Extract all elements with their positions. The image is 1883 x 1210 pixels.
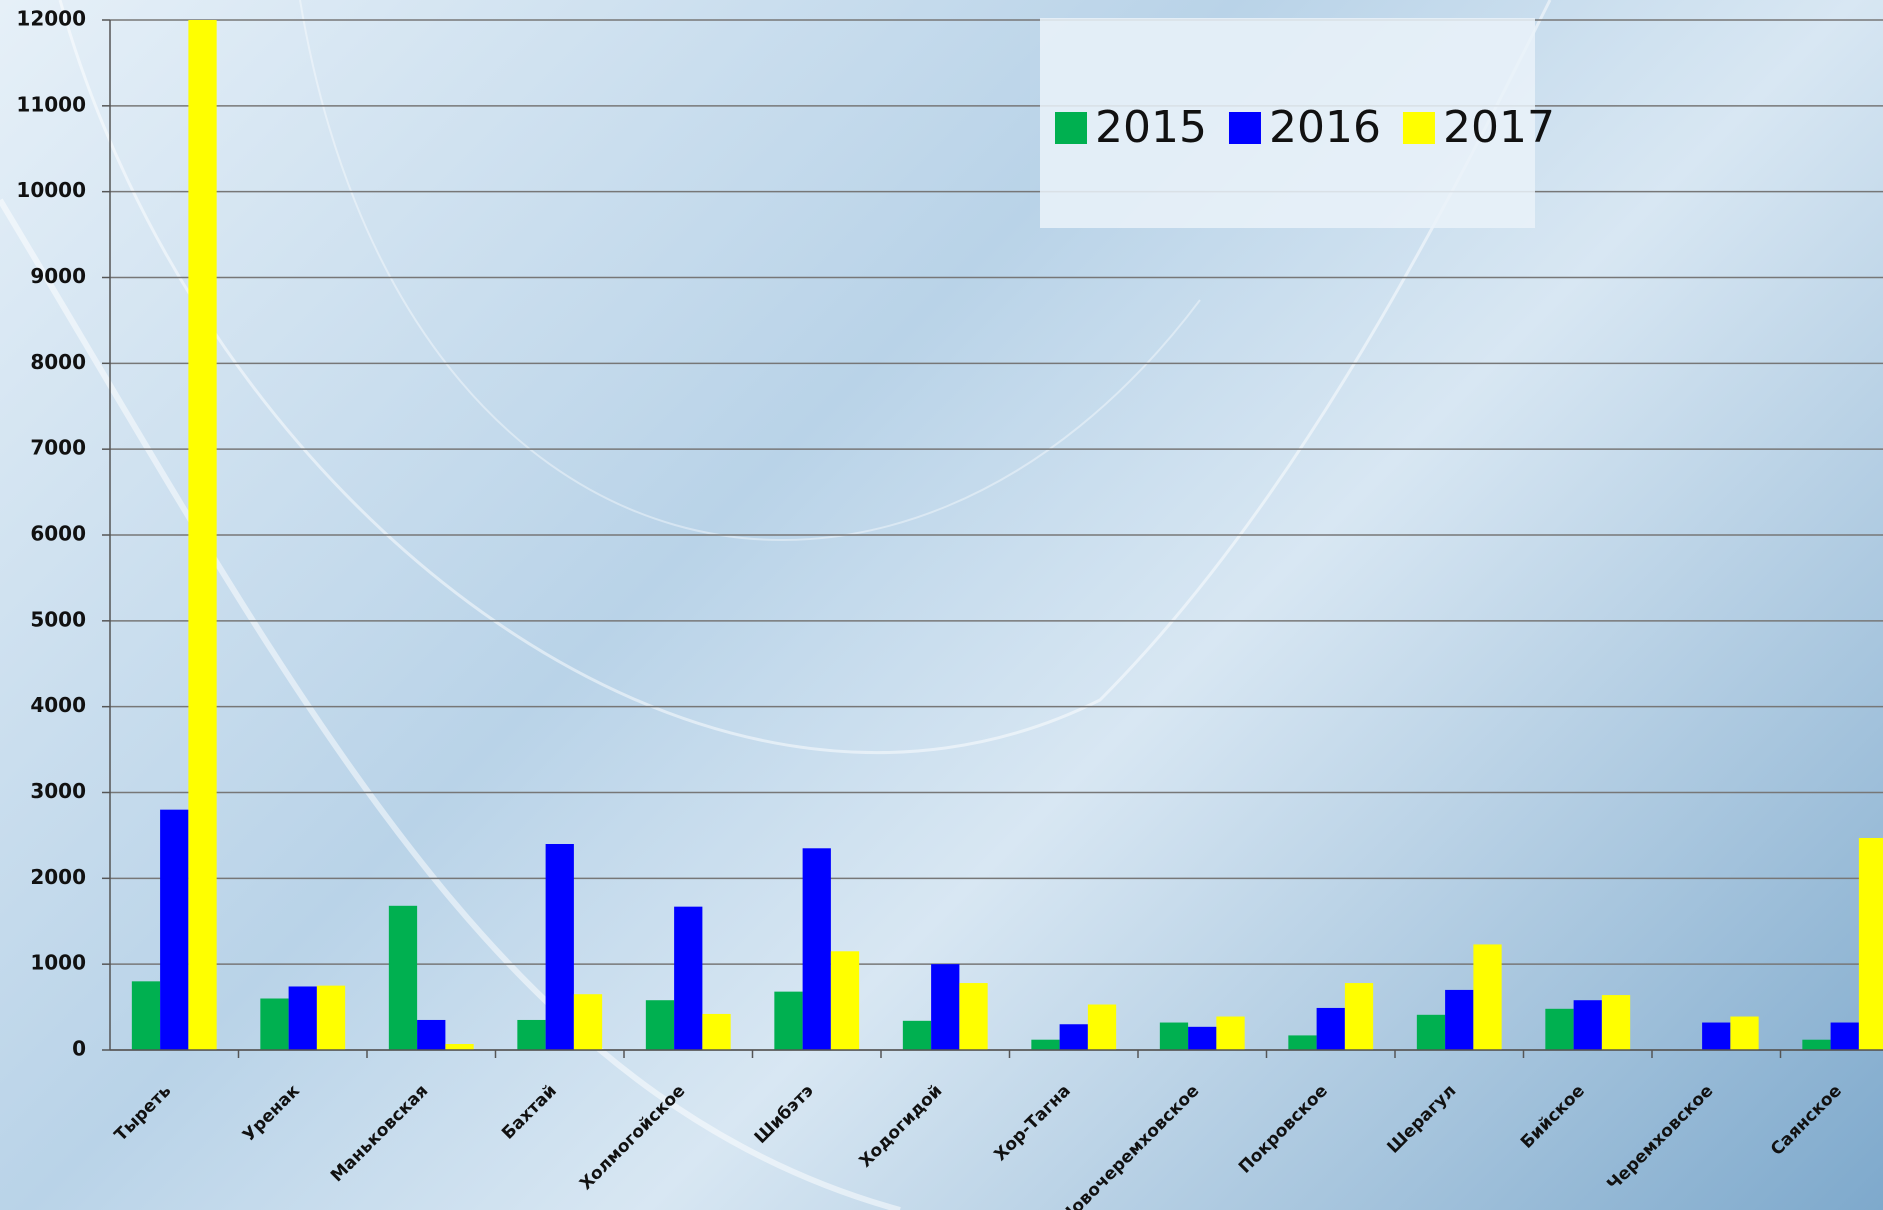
bar [802, 848, 831, 1050]
y-tick-label: 2000 [30, 865, 86, 889]
bar [959, 983, 988, 1050]
x-tick-label: Шибэтэ [751, 1081, 818, 1148]
y-tick-label: 7000 [30, 436, 86, 460]
bar [1858, 837, 1883, 1050]
bar [1159, 1022, 1189, 1050]
bar [1545, 1008, 1574, 1050]
bar [902, 1020, 932, 1050]
x-tick-label: Новочеремховское [1057, 1081, 1204, 1210]
legend-label: 2017 [1443, 102, 1555, 153]
legend-swatch [1228, 112, 1261, 144]
bar [388, 905, 418, 1050]
x-tick-label: Саянское [1767, 1081, 1846, 1160]
decor-curve [58, 0, 1552, 754]
bar [1416, 1014, 1446, 1050]
bar [1573, 1000, 1602, 1050]
bar [774, 991, 803, 1050]
y-tick-label: 6000 [30, 522, 86, 546]
bar [1730, 1016, 1759, 1050]
bar [545, 844, 574, 1050]
bar [160, 809, 189, 1050]
legend-label: 2016 [1269, 102, 1381, 153]
bar [1188, 1026, 1217, 1050]
legend-swatch [1402, 112, 1435, 144]
bar [131, 981, 161, 1050]
y-tick-label: 9000 [30, 264, 86, 288]
y-tick-label: 3000 [30, 779, 86, 803]
bar [645, 1000, 675, 1050]
bar [1802, 1039, 1831, 1050]
bar [316, 985, 346, 1050]
decor-curve [299, 0, 1201, 541]
x-tick-label: Черемховское [1603, 1081, 1717, 1195]
x-tick-label: Маньковская [327, 1081, 432, 1186]
bar [517, 1019, 546, 1050]
x-tick-label: Холмогойское [576, 1081, 689, 1194]
bar [445, 1043, 474, 1050]
y-tick-label: 10000 [16, 178, 86, 202]
bar [1473, 944, 1502, 1050]
bar [1344, 983, 1374, 1050]
y-tick-label: 0 [72, 1037, 86, 1061]
y-tick-label: 1000 [30, 951, 86, 975]
x-tick-label: Хор-Тагна [991, 1081, 1075, 1165]
bar [674, 906, 703, 1050]
x-tick-label: Покровское [1235, 1081, 1332, 1178]
bar [931, 964, 960, 1050]
bar [1601, 995, 1631, 1050]
x-tick-label: Ходогидой [856, 1081, 947, 1172]
x-tick-label: Шерагул [1384, 1081, 1461, 1158]
y-tick-label: 4000 [30, 693, 86, 717]
bar [1830, 1022, 1859, 1050]
bar [1288, 1035, 1317, 1050]
y-tick-label: 11000 [16, 92, 86, 116]
legend-swatch [1055, 112, 1087, 144]
legend-label: 2015 [1095, 102, 1207, 153]
bar [288, 986, 317, 1050]
bar [1059, 1024, 1088, 1050]
bar [260, 998, 289, 1050]
legend-box [1040, 18, 1535, 228]
x-tick-label: Бийское [1517, 1081, 1589, 1153]
bar [830, 951, 860, 1050]
y-tick-label: 12000 [16, 7, 86, 31]
x-tick-label: Уренак [239, 1081, 304, 1146]
bar [573, 994, 603, 1050]
bar [1087, 1004, 1117, 1050]
x-tick-label: Бахтай [498, 1081, 561, 1144]
bar [1031, 1039, 1060, 1050]
bar [417, 1019, 446, 1050]
y-tick-label: 8000 [30, 350, 86, 374]
bar [188, 20, 217, 1050]
bar [1216, 1016, 1245, 1050]
y-tick-label: 5000 [30, 607, 86, 631]
x-tick-label: Тыреть [111, 1081, 176, 1146]
bar [1316, 1007, 1345, 1050]
bar [1445, 989, 1474, 1050]
bar [1702, 1022, 1731, 1050]
decor-curve [0, 198, 901, 1210]
bar [702, 1013, 731, 1050]
